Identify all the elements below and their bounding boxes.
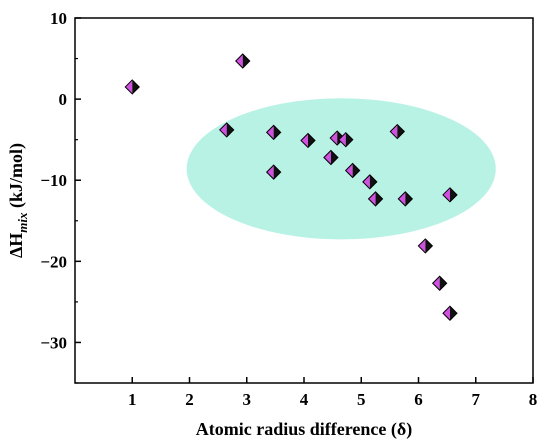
data-point [442,305,458,321]
x-tick-label: 6 [414,390,423,409]
x-tick-label: 7 [472,390,481,409]
x-axis-title: Atomic radius difference (δ) [196,419,412,440]
data-point [338,131,354,148]
y-tick-label: −30 [40,333,67,352]
data-point [265,164,282,180]
data-points [124,53,458,321]
y-axis-title-prefix: ΔH [6,233,26,258]
data-point [431,275,448,291]
highlight-ellipse [186,98,496,240]
y-axis-title-subscript: mix [15,212,30,233]
x-tick-label: 5 [357,390,366,409]
y-axis-title-suffix: (kJ/mol) [6,143,27,213]
data-point [389,123,406,140]
data-point [367,191,384,207]
x-tick-label: 8 [529,390,538,409]
x-tick-label: 4 [300,390,309,409]
data-point [300,132,316,149]
data-point [442,187,458,203]
data-point [344,162,361,179]
y-axis-title: ΔHmix (kJ/mol) [6,143,30,258]
x-tick-label: 2 [185,390,194,409]
highlight-region [186,98,496,240]
data-point [219,122,235,138]
y-tick-label: 0 [59,90,68,109]
x-tick-label: 3 [243,390,252,409]
data-point [362,174,378,190]
data-point [323,149,339,166]
data-point [235,53,251,69]
data-point [124,79,140,95]
x-tick-label: 1 [128,390,137,409]
data-point [397,191,414,207]
y-tick-label: 10 [50,9,67,28]
data-point [265,124,282,141]
y-tick-label: −20 [40,252,67,271]
data-point [417,238,434,254]
y-tick-label: −10 [40,171,67,190]
axis-ticks: 1 2 3 4 5 6 7 8 10 0 −10 −20 −30 [40,9,537,409]
